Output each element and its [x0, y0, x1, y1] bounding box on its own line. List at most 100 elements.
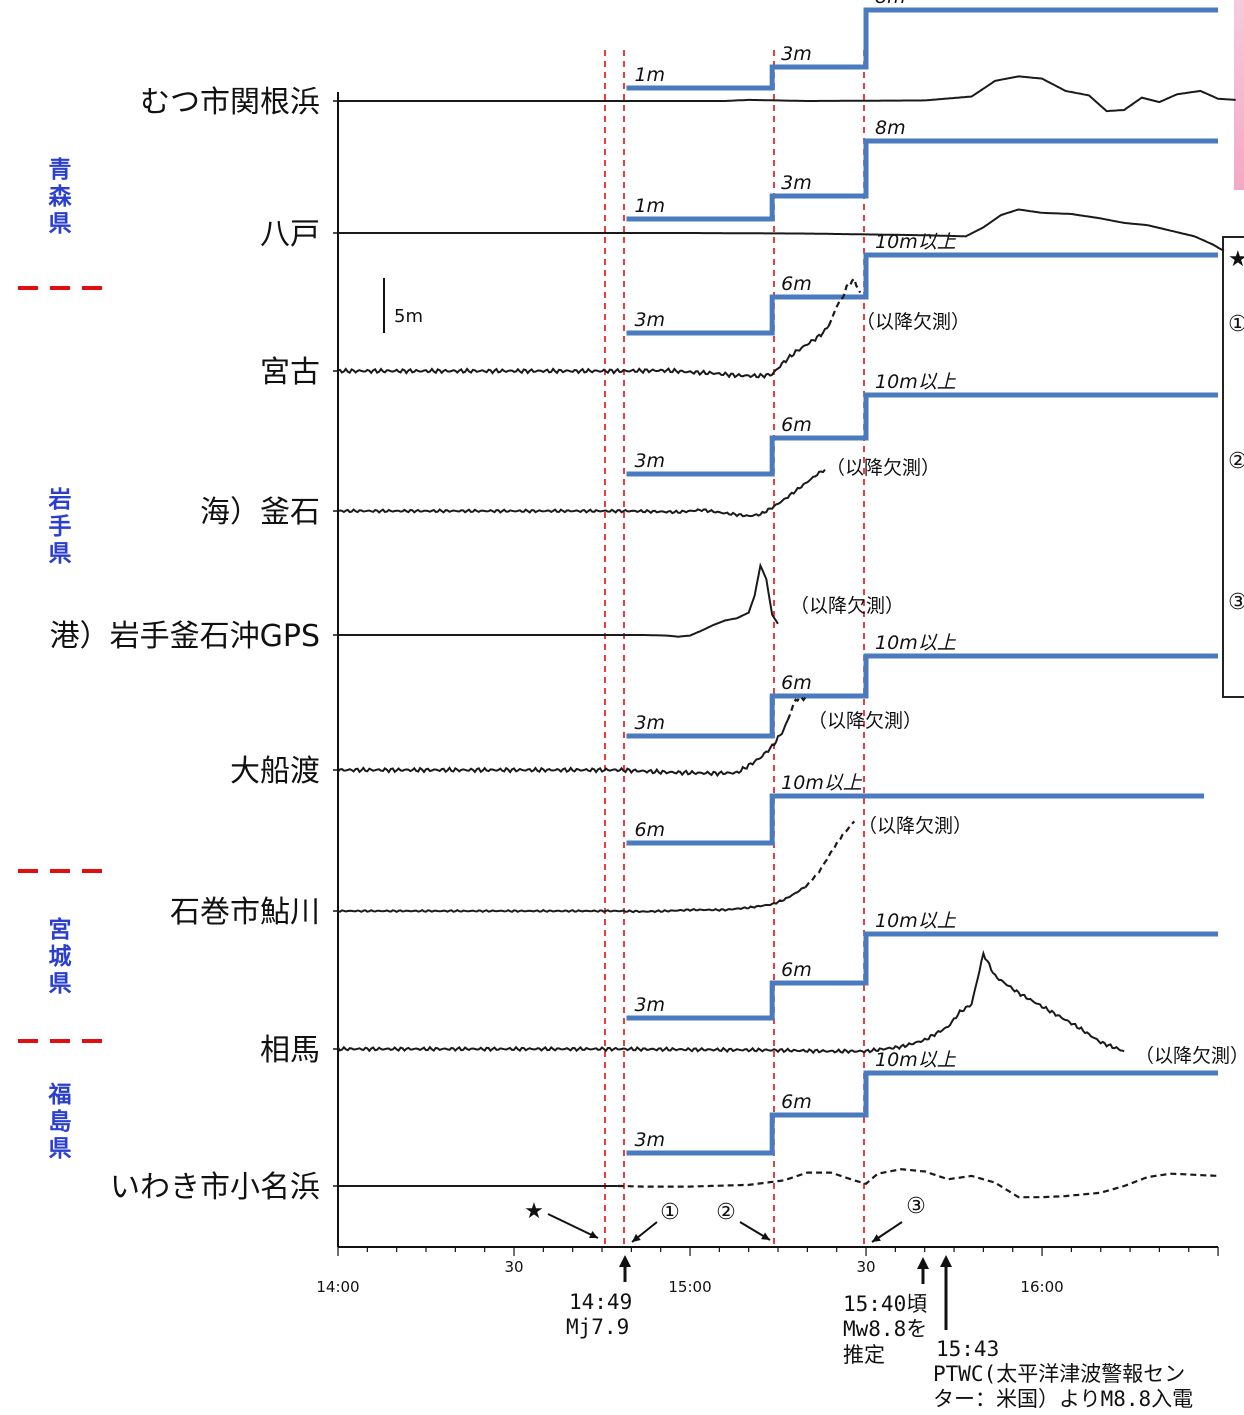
waveform-line	[338, 75, 1236, 113]
warning-label: 6m	[781, 1091, 812, 1113]
warning-label: 6m	[634, 819, 665, 841]
waveform-line	[337, 886, 806, 914]
station-label: 相馬	[260, 1033, 320, 1068]
warning-step-line	[626, 138, 1218, 222]
warning-label: 6m	[781, 414, 812, 436]
warning-label: 3m	[781, 43, 812, 65]
station-label: 石巻市鮎川	[170, 895, 320, 930]
warning-step-line	[626, 252, 1218, 336]
waveforms: （以降欠測） （以降欠測） （以降欠測） （以降欠測） （以降欠測） （以降欠測）	[337, 75, 1244, 1199]
x-tick-label: 30	[856, 1258, 875, 1276]
event-marker: ★	[524, 1199, 544, 1224]
missing-data-label: （以降欠測）	[790, 595, 904, 617]
event-marker-arrow	[547, 1213, 599, 1239]
prefecture-label: 島	[49, 1108, 72, 1135]
warning-label: 8m	[875, 117, 906, 139]
legend-side-marker: ①	[1228, 312, 1244, 337]
station-label: 港）岩手釜石沖GPS	[50, 619, 320, 654]
time-axis: 14:00 15:00 16:00 30 30	[316, 92, 1219, 1296]
prefecture-label: 宮	[49, 916, 72, 943]
warning-label: 6m	[781, 672, 812, 694]
annotation-text: ター：米国）よりM8.8入電	[933, 1387, 1193, 1411]
legend-side-markers: ★ ① ② ③	[1228, 247, 1244, 615]
annotation-arrowhead	[619, 1255, 631, 1267]
annotation-text: PTWC(太平洋津波警報セン	[933, 1362, 1185, 1386]
annotation-time: 14:49	[569, 1290, 632, 1314]
warning-steps: 1m 3m 8m 1m 3m 8m 3m 6m 10m以上 3m 6m 10m以上 3m 6m 10m以上 6…	[626, 0, 1218, 1156]
prefecture-label: 県	[49, 971, 72, 997]
scale-bar-label: 5m	[394, 306, 423, 327]
warning-label: 10m以上	[875, 910, 957, 932]
warning-step-line	[626, 793, 1204, 846]
event-markers: ★ ① ② ③	[524, 1194, 926, 1243]
warning-label: 6m	[781, 959, 812, 981]
station-label: 大船渡	[230, 754, 320, 789]
missing-data-label: （以降欠測）	[808, 710, 922, 732]
event-marker: ②	[716, 1200, 736, 1225]
warning-label: 10m以上	[875, 1049, 957, 1071]
warning-label: 1m	[634, 195, 665, 217]
annotation-text: Mw8.8を	[843, 1317, 927, 1341]
warning-step-line	[626, 653, 1218, 739]
legend-side-marker: ③	[1228, 590, 1244, 615]
waveform-line	[338, 208, 1225, 252]
waveform-dashed	[786, 696, 808, 721]
prefecture-label: 城	[49, 943, 72, 970]
annotation-time: 15:40頃	[843, 1292, 927, 1316]
missing-data-label: （以降欠測）	[1135, 1045, 1244, 1067]
station-label: 宮古	[260, 355, 320, 390]
warning-label: 10m以上	[875, 632, 957, 654]
legend-side-marker: ★	[1228, 247, 1244, 272]
annotation-time: 15:43	[936, 1337, 999, 1361]
x-tick-label: 30	[504, 1258, 523, 1276]
event-marker: ①	[660, 1200, 680, 1225]
legend-box	[1222, 236, 1244, 698]
waveform-dashed	[804, 820, 856, 889]
warning-label: 3m	[781, 172, 812, 194]
warning-step-line	[626, 7, 1218, 91]
missing-data-label: （以降欠測）	[826, 457, 940, 479]
missing-data-label: （以降欠測）	[856, 311, 970, 333]
legend-side-marker: ②	[1228, 449, 1244, 474]
warning-label: 10m以上	[875, 371, 957, 393]
warning-label: 1m	[634, 64, 665, 86]
waveform-dashed	[617, 1168, 1219, 1199]
warning-label: 10m以上	[781, 772, 863, 794]
warning-label: 3m	[634, 450, 665, 472]
warning-label: 3m	[634, 712, 665, 734]
annotation-text: 推定	[843, 1343, 885, 1367]
event-marker-arrowhead	[589, 1230, 598, 1239]
station-label: 海）釜石	[200, 495, 320, 530]
waveform-line	[337, 325, 830, 379]
warning-step-line	[626, 1070, 1218, 1156]
x-tick-label: 15:00	[668, 1278, 711, 1296]
event-marker-arrowhead	[632, 1233, 641, 1242]
pink-decoration	[1234, 0, 1244, 190]
waveform-line	[337, 719, 789, 778]
event-marker: ③	[906, 1194, 926, 1219]
warning-label: 3m	[634, 309, 665, 331]
prefecture-label: 福	[48, 1082, 72, 1108]
station-label: 八戸	[260, 217, 320, 252]
warning-step-line	[626, 931, 1218, 1021]
annotation-text: Mj7.9	[566, 1315, 629, 1339]
prefecture-label: 県	[49, 211, 72, 237]
annotation-arrowhead	[940, 1255, 952, 1267]
prefecture-label: 岩	[48, 487, 72, 513]
warning-label: 8m	[875, 0, 906, 8]
warning-label: 6m	[781, 273, 812, 295]
prefecture-label: 手	[49, 514, 72, 540]
prefecture-label: 県	[49, 1136, 72, 1162]
warning-label: 3m	[634, 994, 665, 1016]
prefecture-label: 森	[49, 183, 73, 210]
annotation-arrowhead	[917, 1257, 929, 1269]
event-lines	[604, 50, 865, 1247]
event-marker-arrowhead	[872, 1234, 881, 1242]
missing-data-label: （以降欠測）	[858, 815, 972, 837]
waveform-dashed	[827, 277, 862, 327]
station-label: むつ市関根浜	[140, 85, 320, 120]
